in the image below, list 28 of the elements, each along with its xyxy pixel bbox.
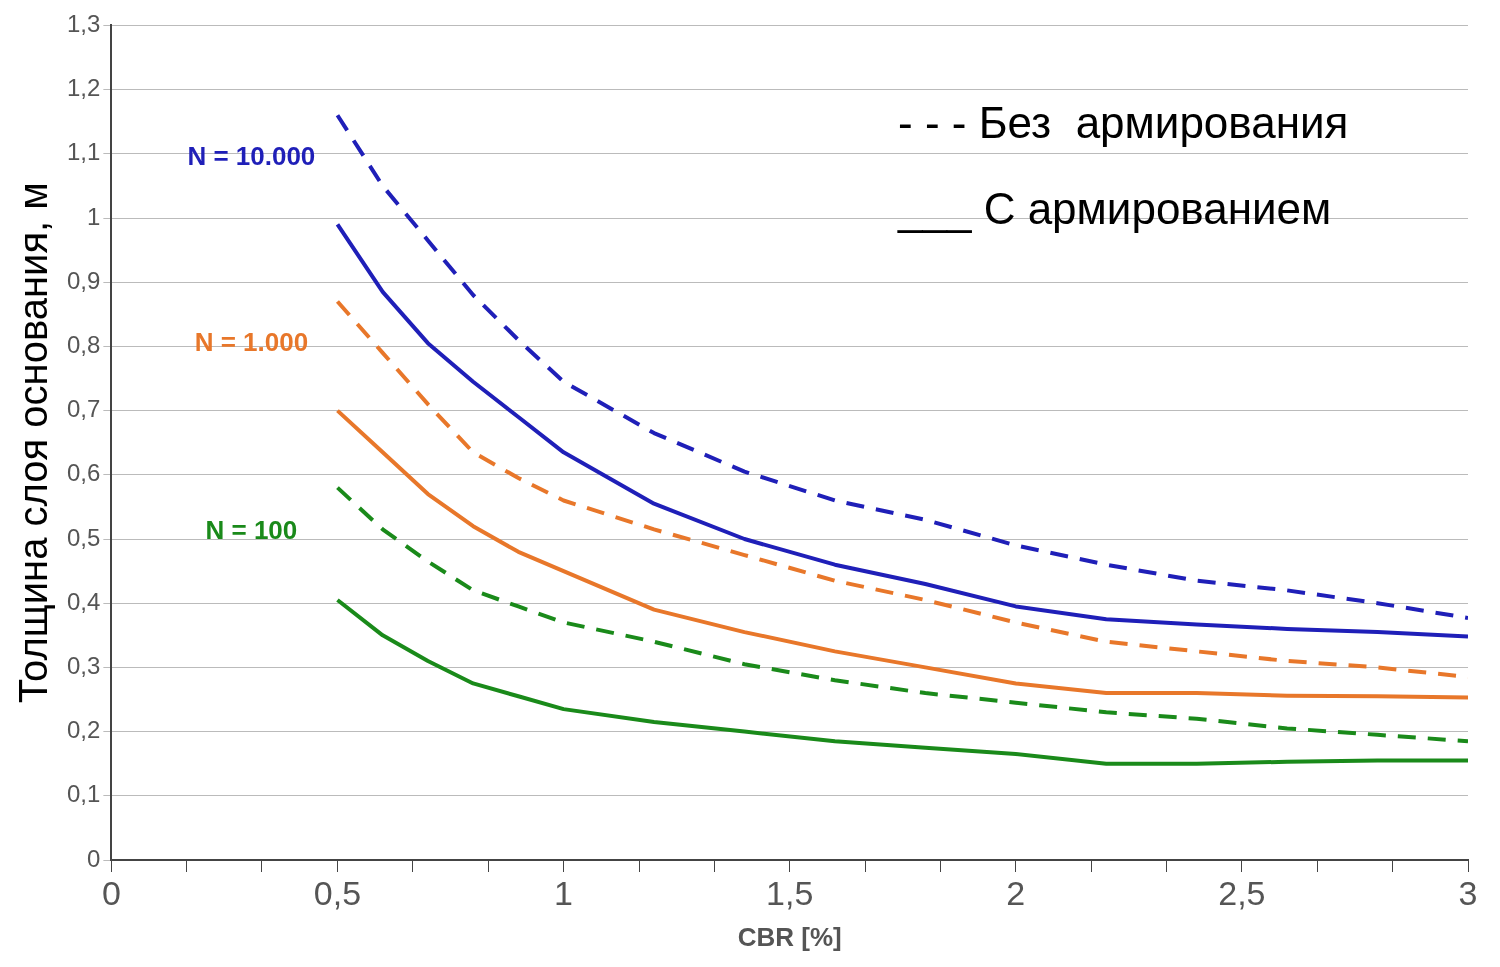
y-tick-label: 0,9 xyxy=(66,266,101,294)
annotation: N = 1.000 xyxy=(194,327,309,358)
y-tick-label: 0 xyxy=(87,844,101,872)
y-tick-label: 1,2 xyxy=(66,74,101,102)
annotation: ___ С армированием xyxy=(897,183,1332,233)
y-tick-label: 1,1 xyxy=(66,138,101,166)
y-tick-label: 0,8 xyxy=(66,331,101,359)
annotation: - - - Без армирования xyxy=(898,97,1349,147)
x-tick-label: 1,5 xyxy=(766,873,814,912)
x-tick-label: 0,5 xyxy=(313,873,362,912)
y-tick-label: 0,2 xyxy=(66,716,101,744)
x-tick-label: 3 xyxy=(1458,873,1478,912)
x-tick-label: 1 xyxy=(554,873,574,912)
line-series xyxy=(335,485,1468,744)
y-tick-label: 0,7 xyxy=(66,395,101,423)
x-tick-label: 2,5 xyxy=(1218,873,1266,912)
x-axis-title: CBR [%] xyxy=(737,921,842,952)
annotation: N = 100 xyxy=(205,514,298,545)
y-tick-label: 0,4 xyxy=(66,587,101,615)
x-tick-label: 2 xyxy=(1006,873,1026,912)
y-tick-label: 0,5 xyxy=(66,523,101,551)
annotation: N = 10.000 xyxy=(187,141,316,172)
y-tick-label: 1,3 xyxy=(66,10,101,38)
y-axis-title: Толщина слоя основания, м xyxy=(11,182,56,704)
y-tick-label: 0,6 xyxy=(66,459,101,487)
y-tick-label: 0,1 xyxy=(66,780,101,808)
y-tick-label: 1 xyxy=(87,202,101,230)
y-tick-label: 0,3 xyxy=(66,652,101,680)
